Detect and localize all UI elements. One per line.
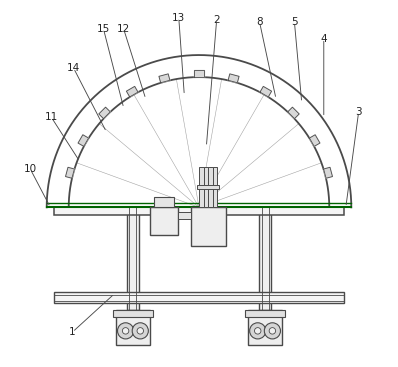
- Circle shape: [250, 323, 266, 339]
- Bar: [154, 197, 174, 207]
- Bar: [213, 167, 217, 207]
- Bar: [199, 167, 204, 207]
- Polygon shape: [228, 74, 239, 83]
- Bar: [178, 212, 191, 219]
- Circle shape: [132, 323, 148, 339]
- Polygon shape: [288, 107, 299, 119]
- Polygon shape: [127, 86, 138, 97]
- Text: 1: 1: [69, 327, 76, 337]
- Bar: [208, 167, 213, 207]
- Bar: [204, 167, 208, 207]
- Bar: [54, 207, 344, 215]
- Polygon shape: [309, 135, 320, 146]
- Circle shape: [269, 328, 276, 334]
- Text: 4: 4: [320, 33, 327, 44]
- Bar: [113, 310, 152, 317]
- Polygon shape: [194, 70, 204, 77]
- Text: 8: 8: [256, 17, 263, 27]
- Polygon shape: [66, 167, 74, 178]
- Circle shape: [137, 328, 144, 334]
- Text: 13: 13: [172, 13, 185, 23]
- Text: 3: 3: [355, 107, 362, 117]
- Bar: [191, 207, 226, 246]
- Bar: [54, 295, 344, 301]
- Polygon shape: [324, 167, 332, 178]
- Polygon shape: [78, 135, 89, 146]
- Text: 2: 2: [213, 15, 220, 25]
- Circle shape: [254, 328, 261, 334]
- Polygon shape: [159, 74, 170, 83]
- Circle shape: [117, 323, 134, 339]
- Text: 15: 15: [97, 24, 110, 34]
- Text: 10: 10: [23, 164, 37, 174]
- Bar: [150, 207, 178, 235]
- Bar: [127, 207, 139, 310]
- Bar: [54, 292, 344, 303]
- Bar: [259, 207, 271, 310]
- Bar: [261, 207, 269, 310]
- Circle shape: [122, 328, 129, 334]
- Bar: [197, 185, 219, 189]
- Bar: [129, 207, 137, 310]
- Polygon shape: [260, 86, 271, 97]
- Text: 11: 11: [45, 112, 58, 123]
- Polygon shape: [99, 107, 110, 119]
- Text: 5: 5: [291, 17, 298, 27]
- Bar: [246, 310, 285, 317]
- Bar: [248, 310, 283, 345]
- Bar: [115, 310, 150, 345]
- Text: 14: 14: [67, 63, 80, 73]
- Circle shape: [264, 323, 281, 339]
- Text: 12: 12: [117, 24, 131, 34]
